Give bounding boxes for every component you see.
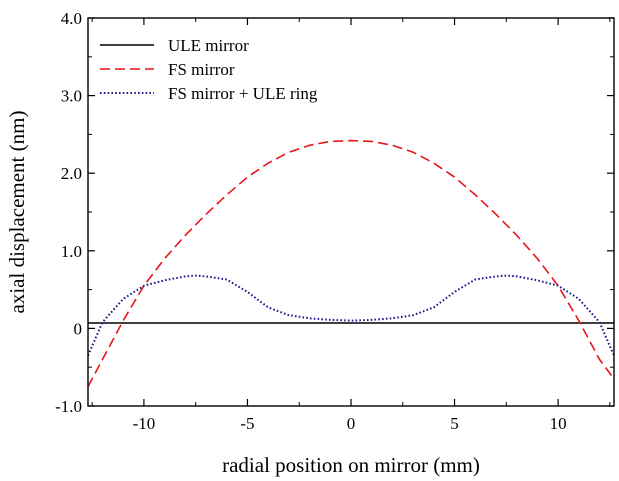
y-tick-label: -1.0 bbox=[55, 397, 82, 416]
y-tick-label: 4.0 bbox=[61, 9, 82, 28]
y-tick-label: 0 bbox=[74, 319, 83, 338]
plot-frame bbox=[87, 17, 615, 407]
x-tick-label: -5 bbox=[240, 414, 254, 433]
y-axis-title: axial displacement (nm) bbox=[5, 111, 29, 314]
legend-label: FS mirror bbox=[168, 60, 235, 79]
axes: -10 -5 0 5 10 -1.0 0 1.0 2.0 3.0 4.0 bbox=[55, 9, 614, 433]
x-axis-title: radial position on mirror (mm) bbox=[222, 453, 480, 477]
x-tick-label: 0 bbox=[347, 414, 356, 433]
y-tick-label: 3.0 bbox=[61, 87, 82, 106]
y-tick-label: 2.0 bbox=[61, 164, 82, 183]
series-line-fs-mirror bbox=[87, 139, 615, 387]
plot-marks bbox=[87, 139, 615, 387]
x-tick-label: 5 bbox=[450, 414, 459, 433]
legend-label: ULE mirror bbox=[168, 36, 249, 55]
series-line-fs-mirror-ule-ring bbox=[87, 274, 615, 356]
legend: ULE mirror FS mirror FS mirror + ULE ring bbox=[100, 36, 318, 103]
x-tick-label: -10 bbox=[133, 414, 156, 433]
legend-label: FS mirror + ULE ring bbox=[168, 84, 318, 103]
x-tick-label: 10 bbox=[550, 414, 567, 433]
y-tick-label: 1.0 bbox=[61, 242, 82, 261]
